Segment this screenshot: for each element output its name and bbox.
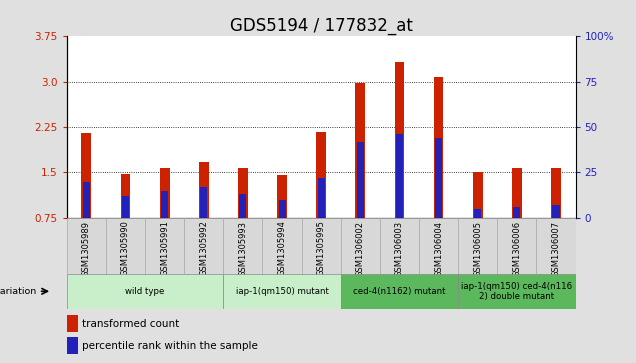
Bar xyxy=(81,133,91,218)
Bar xyxy=(434,77,443,218)
Text: GSM1306004: GSM1306004 xyxy=(434,221,443,277)
Text: GSM1305990: GSM1305990 xyxy=(121,221,130,277)
Text: wild type: wild type xyxy=(125,287,165,296)
Bar xyxy=(513,207,520,218)
Bar xyxy=(341,274,458,309)
Text: GSM1305992: GSM1305992 xyxy=(199,221,208,277)
Bar xyxy=(279,200,286,218)
Bar xyxy=(473,172,483,218)
Text: iap-1(qm150) ced-4(n116
2) double mutant: iap-1(qm150) ced-4(n116 2) double mutant xyxy=(461,282,572,301)
Bar xyxy=(239,194,246,218)
Bar xyxy=(67,274,223,309)
Bar xyxy=(536,218,576,274)
Bar xyxy=(380,218,419,274)
Text: GSM1306006: GSM1306006 xyxy=(513,221,522,277)
Text: GSM1305989: GSM1305989 xyxy=(82,221,91,277)
Text: GSM1305991: GSM1305991 xyxy=(160,221,169,277)
Bar xyxy=(458,274,576,309)
Text: GSM1306005: GSM1306005 xyxy=(473,221,482,277)
Bar xyxy=(67,337,78,354)
Text: GSM1306002: GSM1306002 xyxy=(356,221,365,277)
Bar xyxy=(316,132,326,218)
Text: ced-4(n1162) mutant: ced-4(n1162) mutant xyxy=(353,287,446,296)
Text: GSM1306007: GSM1306007 xyxy=(551,221,560,277)
Bar xyxy=(317,178,325,218)
Text: iap-1(qm150) mutant: iap-1(qm150) mutant xyxy=(235,287,328,296)
Bar xyxy=(301,218,341,274)
Text: transformed count: transformed count xyxy=(82,319,179,329)
Bar xyxy=(357,142,364,218)
Bar xyxy=(67,315,78,332)
Bar xyxy=(200,187,207,218)
Bar xyxy=(497,218,536,274)
Bar xyxy=(184,218,223,274)
Text: genotype/variation: genotype/variation xyxy=(0,287,37,296)
Bar xyxy=(263,218,301,274)
Text: GSM1305993: GSM1305993 xyxy=(238,221,247,277)
Bar xyxy=(356,83,365,218)
Bar xyxy=(145,218,184,274)
Bar xyxy=(419,218,458,274)
Text: percentile rank within the sample: percentile rank within the sample xyxy=(82,341,258,351)
Bar xyxy=(106,218,145,274)
Bar xyxy=(67,218,106,274)
Bar xyxy=(396,134,403,218)
Title: GDS5194 / 177832_at: GDS5194 / 177832_at xyxy=(230,17,413,35)
Bar xyxy=(122,196,129,218)
Bar xyxy=(341,218,380,274)
Bar xyxy=(435,138,442,218)
Bar xyxy=(161,191,168,218)
Text: GSM1305995: GSM1305995 xyxy=(317,221,326,277)
Bar xyxy=(394,62,404,218)
Text: GSM1305994: GSM1305994 xyxy=(277,221,287,277)
Bar xyxy=(160,168,170,218)
Bar xyxy=(277,175,287,218)
Bar xyxy=(83,182,90,218)
Bar xyxy=(551,168,561,218)
Bar xyxy=(512,168,522,218)
Text: GSM1306003: GSM1306003 xyxy=(395,221,404,277)
Bar xyxy=(223,218,263,274)
Bar xyxy=(238,168,248,218)
Bar xyxy=(121,174,130,218)
Bar xyxy=(553,205,560,218)
Bar xyxy=(223,274,341,309)
Bar xyxy=(458,218,497,274)
Bar xyxy=(199,162,209,218)
Bar xyxy=(474,209,481,218)
